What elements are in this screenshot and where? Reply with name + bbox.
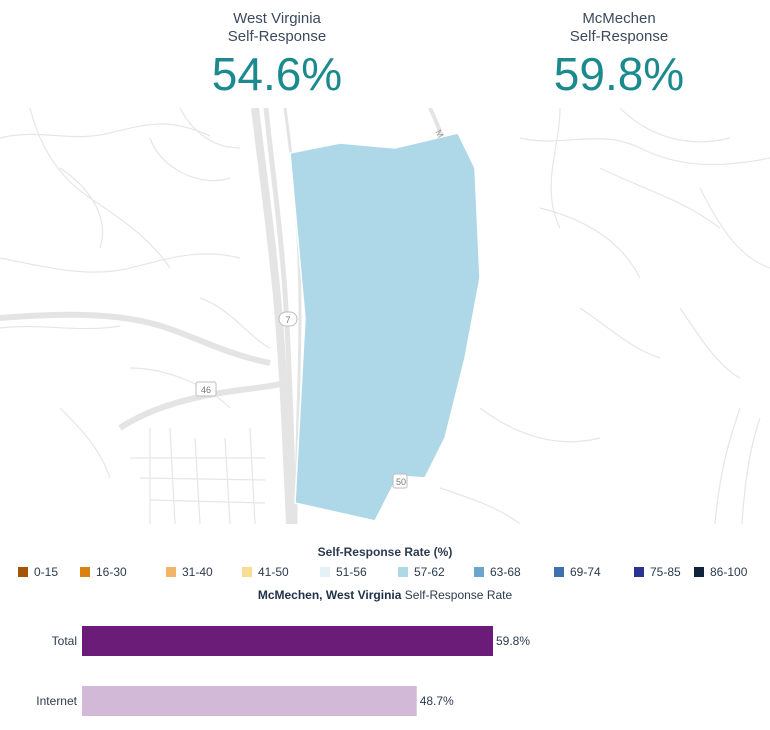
place-self-response-value: 59.8% bbox=[553, 48, 685, 100]
place-name-label: McMechen bbox=[582, 10, 656, 27]
legend-label: 57-62 bbox=[414, 565, 445, 579]
legend-item-51-56: 51-56 bbox=[320, 565, 367, 579]
legend-swatch bbox=[398, 567, 408, 577]
legend-swatch bbox=[166, 567, 176, 577]
legend-swatch bbox=[320, 567, 330, 577]
legend-label: 69-74 bbox=[570, 565, 601, 579]
chart-title-suffix: Self-Response Rate bbox=[401, 588, 513, 602]
route-46-label: 46 bbox=[201, 385, 211, 395]
route-50-shield: 50 bbox=[392, 473, 408, 489]
bar-category-label: Internet bbox=[36, 694, 77, 708]
legend-item-75-85: 75-85 bbox=[634, 565, 681, 579]
state-self-response-value: 54.6% bbox=[211, 48, 343, 100]
legend-label: 86-100 bbox=[710, 565, 748, 579]
map-view[interactable]: 7 46 50 M bbox=[0, 108, 770, 524]
legend-item-0-15: 0-15 bbox=[18, 565, 58, 579]
route-50-label: 50 bbox=[396, 477, 406, 487]
legend-swatch bbox=[80, 567, 90, 577]
legend-label: 16-30 bbox=[96, 565, 127, 579]
street-label: M bbox=[433, 128, 445, 139]
legend-label: 31-40 bbox=[182, 565, 213, 579]
legend-label: 75-85 bbox=[650, 565, 681, 579]
route-7-shield: 7 bbox=[278, 311, 298, 327]
legend-swatch bbox=[634, 567, 644, 577]
route-46-shield: 46 bbox=[195, 381, 217, 397]
bar-value-label: 48.7% bbox=[420, 694, 454, 708]
legend-label: 63-68 bbox=[490, 565, 521, 579]
legend-item-86-100: 86-100 bbox=[694, 565, 747, 579]
route-7-label: 7 bbox=[285, 315, 290, 325]
legend-swatch bbox=[554, 567, 564, 577]
minor-roads bbox=[0, 108, 770, 524]
legend-item-16-30: 16-30 bbox=[80, 565, 127, 579]
mcmechen-boundary[interactable] bbox=[289, 132, 481, 522]
legend-label: 41-50 bbox=[258, 565, 289, 579]
legend-swatch bbox=[242, 567, 252, 577]
place-self-response-label: Self-Response bbox=[569, 28, 669, 45]
legend: 0-15 16-30 31-40 41-50 51-56 57-62 63-68 69-74 7… bbox=[18, 565, 770, 581]
state-name-label: West Virginia bbox=[233, 10, 321, 27]
legend-title: Self-Response Rate (%) bbox=[317, 545, 453, 559]
legend-swatch bbox=[18, 567, 28, 577]
legend-item-41-50: 41-50 bbox=[242, 565, 289, 579]
bar-category-label: Total bbox=[52, 634, 77, 648]
legend-item-31-40: 31-40 bbox=[166, 565, 213, 579]
legend-label: 0-15 bbox=[34, 565, 59, 579]
legend-item-63-68: 63-68 bbox=[474, 565, 521, 579]
legend-swatch bbox=[474, 567, 484, 577]
legend-item-57-62: 57-62 bbox=[398, 565, 445, 579]
bar-value-label: 59.8% bbox=[496, 634, 530, 648]
legend-item-69-74: 69-74 bbox=[554, 565, 601, 579]
state-self-response-stat: West Virginia Self-Response 54.6% bbox=[127, 10, 427, 100]
chart-title-place: McMechen, West Virginia bbox=[257, 588, 402, 602]
legend-label: 51-56 bbox=[336, 565, 367, 579]
chart-title: McMechen, West Virginia Self-Response Ra… bbox=[0, 588, 770, 602]
state-self-response-label: Self-Response bbox=[227, 28, 327, 45]
bar-internet[interactable] bbox=[82, 686, 417, 716]
self-response-bar-chart: Total 59.8% Internet 48.7% bbox=[36, 626, 530, 716]
place-self-response-stat: McMechen Self-Response 59.8% bbox=[469, 10, 769, 100]
legend-swatch bbox=[694, 567, 704, 577]
bar-total[interactable] bbox=[82, 626, 493, 656]
